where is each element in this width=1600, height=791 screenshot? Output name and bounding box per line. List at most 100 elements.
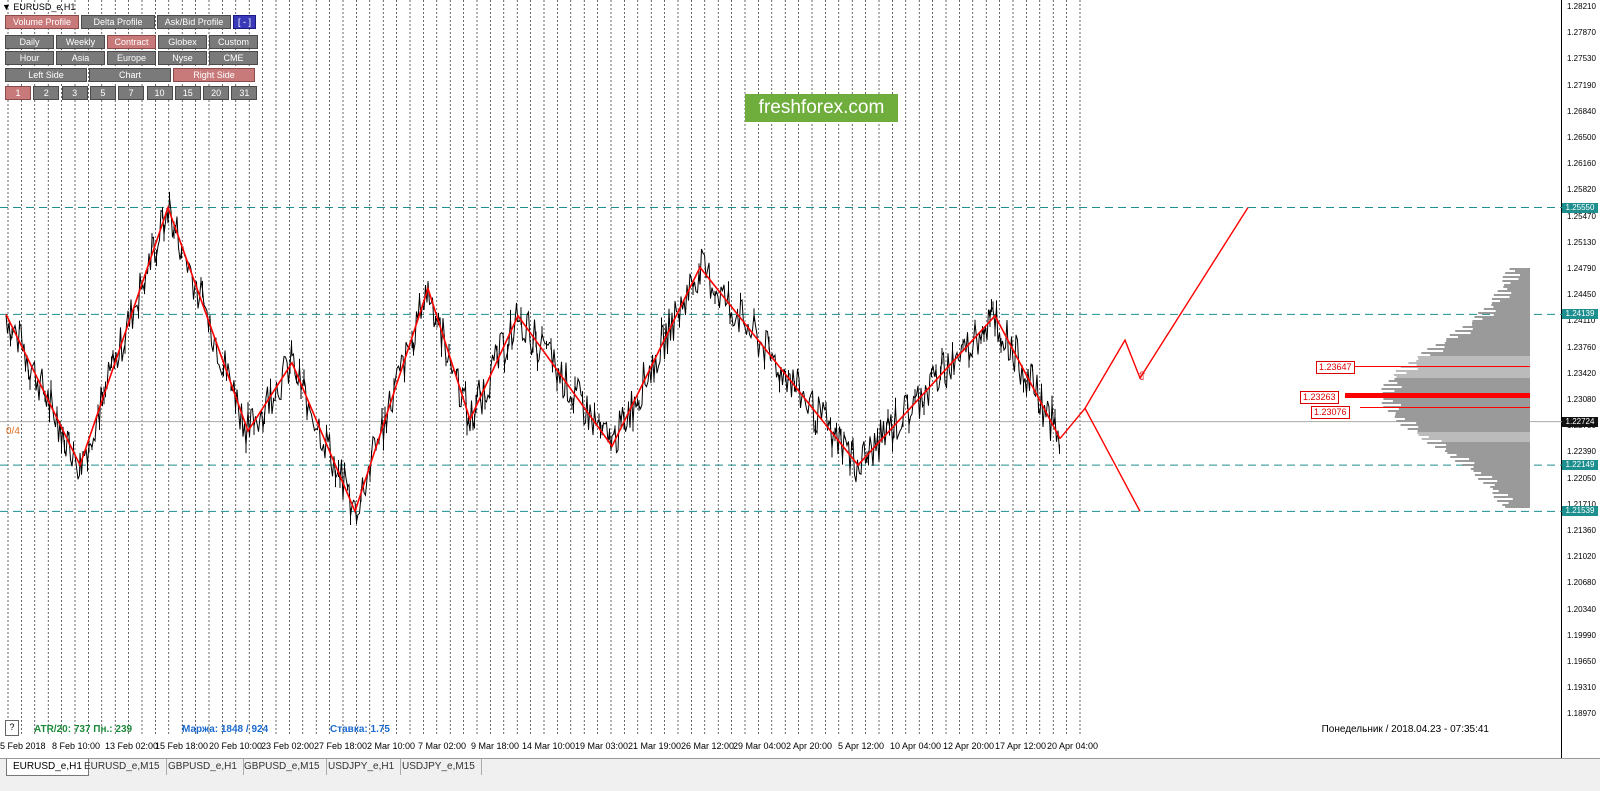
profile-level-line bbox=[1360, 407, 1530, 408]
symbol-title: ▼ EURUSD_e,H1 bbox=[2, 2, 76, 12]
profile-bar bbox=[1500, 300, 1530, 302]
price-chart[interactable]: ⇧ bbox=[0, 0, 1562, 758]
profile-bar bbox=[1444, 450, 1530, 452]
profile-bar bbox=[1446, 340, 1530, 342]
price-series bbox=[5, 198, 1060, 523]
time-label: 2 Mar 10:00 bbox=[367, 741, 416, 751]
count-button[interactable]: 7 bbox=[118, 86, 145, 100]
side-label: 0/4 bbox=[6, 426, 20, 437]
profile-bar bbox=[1493, 496, 1530, 498]
zigzag-line bbox=[5, 205, 1061, 514]
profile-bar bbox=[1450, 456, 1530, 458]
profile-bar bbox=[1421, 438, 1530, 440]
profile-bar bbox=[1430, 354, 1530, 356]
count-button[interactable]: 31 bbox=[231, 86, 258, 100]
session-button[interactable]: CME bbox=[209, 51, 258, 65]
profile-bar bbox=[1418, 426, 1530, 428]
count-button[interactable]: 15 bbox=[174, 86, 201, 100]
profile-bar bbox=[1407, 428, 1530, 430]
time-label: 5 Apr 12:00 bbox=[838, 741, 885, 751]
time-label: 26 Mar 12:00 bbox=[681, 741, 735, 751]
session-button[interactable]: Europe bbox=[107, 51, 156, 65]
atr-stat: ATR/20: 737 Пн.: 239 bbox=[34, 724, 133, 735]
count-button[interactable]: 5 bbox=[89, 86, 116, 100]
profile-bar bbox=[1446, 448, 1530, 450]
profile-bar bbox=[1495, 310, 1530, 312]
count-button[interactable]: 20 bbox=[203, 86, 230, 100]
side-button[interactable]: Chart bbox=[89, 68, 171, 82]
profile-bar bbox=[1404, 418, 1530, 420]
chart-area[interactable]: ⇧ ▼ EURUSD_e,H1 freshforex.com 0/4 ? ATR… bbox=[0, 0, 1562, 758]
profile-bar bbox=[1511, 292, 1530, 294]
up-arrow-icon: ⇧ bbox=[1137, 369, 1147, 383]
profile-bar bbox=[1418, 358, 1530, 360]
price-tick: 1.19310 bbox=[1567, 683, 1596, 693]
profile-bar bbox=[1492, 492, 1530, 494]
help-button[interactable]: ? bbox=[5, 720, 19, 736]
count-button[interactable]: 1 bbox=[5, 86, 31, 100]
profile-bar bbox=[1504, 284, 1530, 286]
price-tick: 1.27530 bbox=[1567, 54, 1596, 64]
price-tick: 1.25470 bbox=[1567, 211, 1596, 221]
profile-bar bbox=[1443, 350, 1530, 352]
time-label: 29 Mar 04:00 bbox=[733, 741, 787, 751]
period-button[interactable]: Custom bbox=[209, 35, 258, 49]
time-label: 5 Feb 2018 bbox=[0, 741, 46, 751]
profile-bar bbox=[1469, 458, 1530, 460]
chart-tab[interactable]: GBPUSD_e,M15 bbox=[238, 759, 327, 775]
profile-bar bbox=[1491, 298, 1530, 300]
profile-bar bbox=[1493, 314, 1530, 316]
profile-bar bbox=[1400, 424, 1530, 426]
count-button[interactable]: 3 bbox=[61, 86, 88, 100]
session-button[interactable]: Nyse bbox=[158, 51, 207, 65]
period-button[interactable]: Globex bbox=[158, 35, 207, 49]
profile-bar bbox=[1417, 430, 1530, 432]
chart-tab[interactable]: USDJPY_e,M15 bbox=[396, 759, 482, 775]
profile-bar bbox=[1474, 462, 1530, 464]
chart-tab[interactable]: EURUSD_e,M15 bbox=[78, 759, 167, 775]
profile-bar bbox=[1387, 410, 1530, 412]
profile-bar bbox=[1408, 362, 1530, 364]
price-tick: 1.20340 bbox=[1567, 604, 1596, 614]
profile-bar bbox=[1490, 486, 1530, 488]
price-level-tag: 1.22149 bbox=[1562, 460, 1598, 471]
price-level-tag: 1.21539 bbox=[1562, 506, 1598, 517]
profile-type-button[interactable]: Delta Profile bbox=[81, 15, 155, 29]
profile-bar bbox=[1472, 320, 1530, 322]
profile-level-line bbox=[1355, 366, 1530, 367]
side-button[interactable]: Left Side bbox=[5, 68, 87, 82]
profile-type-button[interactable]: Ask/Bid Profile bbox=[157, 15, 231, 29]
profile-bar bbox=[1435, 344, 1530, 346]
time-label: 15 Feb 18:00 bbox=[155, 741, 209, 751]
period-button[interactable]: Daily bbox=[5, 35, 54, 49]
price-tick: 1.24790 bbox=[1567, 264, 1596, 273]
price-axis: 1.28210 1.27870 1.27530 1.27190 1.26840 1.265… bbox=[1562, 0, 1600, 758]
price-tick: 1.25820 bbox=[1567, 185, 1596, 195]
chart-tab[interactable]: GBPUSD_e,H1 bbox=[162, 759, 244, 775]
chart-tab[interactable]: USDJPY_e,H1 bbox=[322, 759, 402, 775]
profile-bar bbox=[1435, 446, 1530, 448]
time-label: 10 Apr 04:00 bbox=[890, 741, 942, 751]
time-label: 14 Mar 10:00 bbox=[522, 741, 576, 751]
side-button[interactable]: Right Side bbox=[173, 68, 255, 82]
session-button[interactable]: Hour bbox=[5, 51, 54, 65]
count-button[interactable]: 2 bbox=[33, 86, 60, 100]
profile-bar bbox=[1510, 282, 1530, 284]
profile-type-button[interactable]: Volume Profile bbox=[5, 15, 79, 29]
price-tick: 1.26160 bbox=[1567, 159, 1596, 169]
profile-bar bbox=[1472, 328, 1530, 330]
period-button[interactable]: Contract bbox=[107, 35, 156, 49]
count-button[interactable]: 10 bbox=[146, 86, 173, 100]
period-button[interactable]: Weekly bbox=[56, 35, 105, 49]
profile-bar bbox=[1394, 378, 1530, 380]
rate-stat: Ставка: 1.75 bbox=[330, 724, 390, 735]
profile-type-button[interactable]: [ - ] bbox=[233, 15, 256, 29]
chart-tab[interactable]: EURUSD_e,H1 bbox=[6, 759, 89, 776]
profile-bar bbox=[1481, 472, 1530, 474]
profile-bar bbox=[1416, 364, 1530, 366]
price-tick: 1.23420 bbox=[1567, 368, 1596, 378]
profile-bar bbox=[1428, 436, 1530, 438]
session-button[interactable]: Asia bbox=[56, 51, 105, 65]
time-label: 20 Apr 04:00 bbox=[1047, 741, 1099, 751]
profile-bar bbox=[1482, 318, 1530, 320]
